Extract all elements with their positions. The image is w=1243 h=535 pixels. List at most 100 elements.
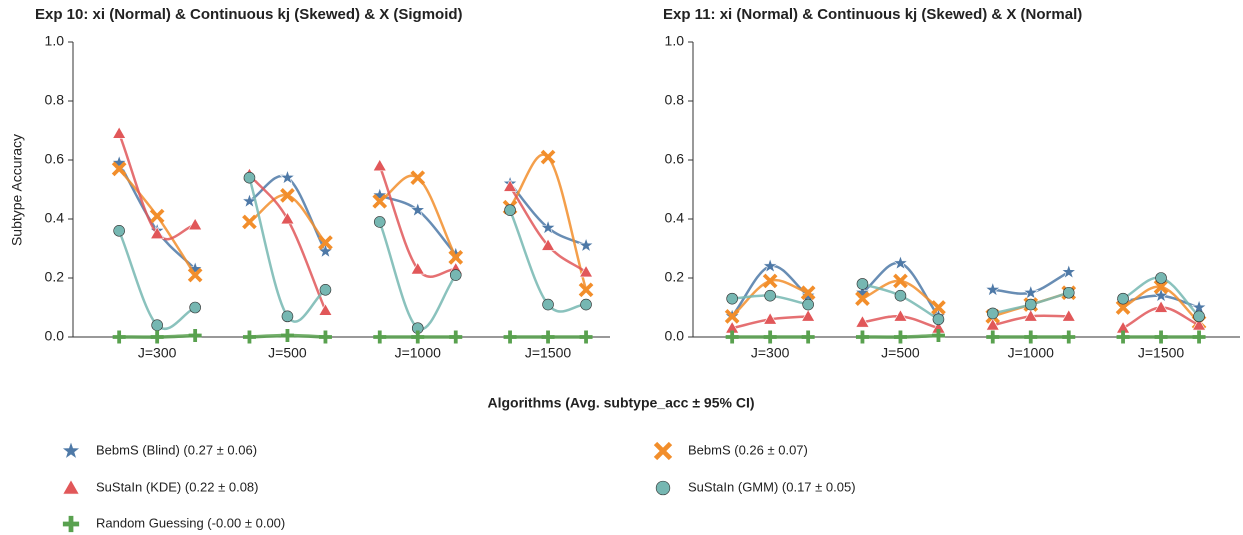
marker-plus (449, 330, 463, 344)
marker-plus (1116, 330, 1130, 344)
marker-circle (373, 216, 386, 228)
marker-x (1115, 300, 1131, 315)
legend-label: Random Guessing (-0.00 ± 0.00) (96, 515, 285, 530)
marker-plus (1192, 330, 1206, 344)
y-tick-label: 0.6 (45, 151, 65, 167)
marker-triangle (62, 479, 80, 495)
x-tick-label: J=500 (268, 345, 307, 361)
marker-triangle (318, 303, 333, 316)
x-tick-label: J=500 (881, 345, 920, 361)
marker-x (578, 282, 594, 298)
y-tick-label: 0.0 (45, 328, 65, 344)
marker-triangle (280, 211, 295, 225)
marker-star (1022, 284, 1039, 300)
marker-x (800, 285, 816, 301)
marker-circle (449, 269, 462, 281)
series-line (861, 261, 940, 318)
marker-triangle (503, 179, 518, 192)
marker-triangle (1154, 300, 1169, 313)
y-tick-label: 0.8 (45, 92, 65, 108)
marker-circle (726, 292, 738, 305)
y-axis-label: Subtype Accuracy (9, 134, 25, 246)
marker-circle (319, 283, 332, 296)
marker-star (371, 186, 388, 203)
marker-star (892, 254, 909, 271)
marker-circle (243, 171, 256, 184)
marker-x (653, 441, 673, 461)
y-tick-label: 0.4 (665, 210, 685, 226)
chart-title: Exp 11: xi (Normal) & Continuous kj (Ske… (663, 6, 1082, 23)
marker-star (61, 440, 81, 460)
marker-plus (373, 330, 387, 344)
chart-title: Exp 10: xi (Normal) & Continuous kj (Ske… (35, 6, 463, 23)
marker-x (931, 300, 946, 315)
marker-x (762, 273, 778, 289)
x-tick-label: J=1500 (525, 345, 572, 361)
marker-plus (1154, 330, 1168, 344)
x-axis-label: Algorithms (Avg. subtype_acc ± 95% CI) (487, 395, 754, 411)
marker-star (279, 169, 296, 185)
marker-triangle (985, 318, 1000, 331)
marker-triangle (1192, 318, 1207, 331)
marker-triangle (188, 217, 203, 231)
marker-x (372, 193, 388, 209)
x-tick-label: J=300 (751, 345, 790, 361)
marker-triangle (1023, 309, 1038, 322)
y-tick-label: 0.4 (45, 210, 65, 226)
marker-star (762, 257, 779, 274)
marker-triangle (150, 226, 165, 239)
marker-circle (894, 289, 907, 302)
marker-circle (1117, 292, 1129, 305)
marker-triangle (541, 238, 556, 251)
marker-triangle (763, 312, 778, 325)
marker-plus (318, 330, 332, 344)
marker-star (984, 281, 1001, 297)
marker-plus (986, 330, 1000, 344)
marker-circle (856, 278, 869, 290)
marker-plus (931, 329, 945, 343)
marker-circle (1062, 286, 1075, 299)
marker-circle (1024, 298, 1037, 311)
legend-label: SuStaIn (KDE) (0.22 ± 0.08) (96, 479, 259, 494)
marker-x (448, 250, 464, 265)
legend-label: BebmS (0.26 ± 0.07) (688, 442, 808, 457)
marker-x (280, 188, 295, 203)
marker-circle (764, 289, 776, 302)
marker-circle (1155, 272, 1167, 284)
x-tick-label: J=1000 (1008, 345, 1055, 361)
marker-x (242, 214, 257, 230)
marker-plus (1024, 330, 1038, 344)
series-line (378, 221, 457, 331)
marker-plus (188, 329, 202, 343)
marker-plus (112, 330, 126, 344)
y-tick-label: 0.6 (665, 151, 685, 167)
marker-star (1191, 299, 1208, 315)
marker-circle (655, 480, 671, 496)
marker-circle (542, 298, 554, 311)
marker-circle (1193, 310, 1205, 323)
marker-triangle (579, 264, 594, 278)
marker-plus (150, 330, 164, 344)
x-tick-label: J=300 (138, 345, 177, 361)
marker-plus (411, 330, 425, 344)
y-tick-label: 1.0 (665, 33, 685, 49)
marker-triangle (112, 126, 127, 139)
marker-triangle (893, 309, 908, 322)
legend-label: SuStaIn (GMM) (0.17 ± 0.05) (688, 479, 856, 494)
marker-circle (113, 225, 125, 237)
marker-x (893, 273, 908, 289)
marker-x (855, 291, 870, 306)
marker-star (409, 201, 426, 217)
marker-circle (151, 319, 163, 332)
marker-plus (801, 330, 815, 344)
marker-circle (504, 204, 516, 216)
marker-circle (281, 310, 294, 323)
marker-plus (1062, 330, 1076, 344)
marker-x (410, 170, 426, 186)
marker-plus (280, 329, 294, 343)
y-tick-label: 0.2 (45, 269, 65, 285)
marker-triangle (372, 158, 387, 172)
marker-x (1153, 279, 1169, 295)
y-tick-label: 0.2 (665, 269, 685, 285)
series-line (379, 174, 457, 258)
